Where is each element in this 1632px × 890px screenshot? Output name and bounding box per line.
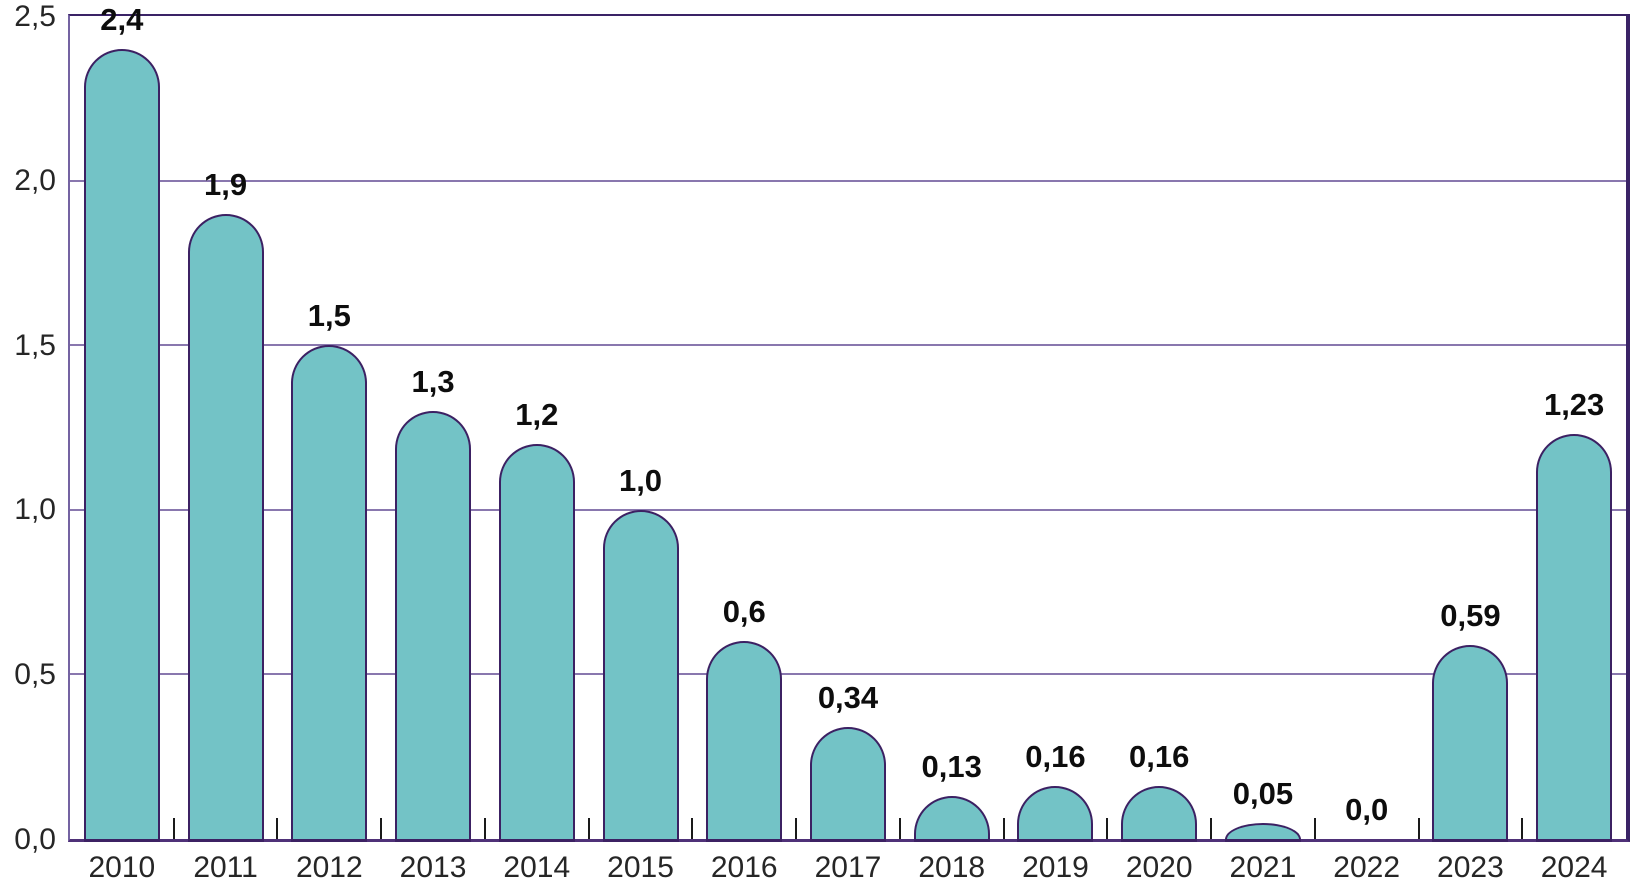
bar-value-label: 1,9 (204, 166, 248, 202)
x-axis-tick (276, 818, 279, 839)
x-axis-tick (1313, 818, 1316, 839)
bar-value-label: 1,3 (411, 364, 455, 400)
x-tick-label-2016: 2016 (710, 851, 778, 884)
y-tick-label: 0,5 (14, 657, 56, 691)
bar-value-label: 0,0 (1345, 792, 1389, 827)
bar-value-label: 2,4 (100, 1, 144, 37)
bar-2024 (1536, 434, 1613, 842)
y-tick-label: 1,5 (14, 328, 56, 362)
bar-value-label: 1,5 (307, 298, 351, 334)
x-axis-labels: 2010 2011 2012 2013 2014 2015 2016 2017 2018 2019… (70, 850, 1626, 886)
y-tick-label: 2,5 (14, 0, 56, 33)
gridline (70, 673, 1626, 676)
bar-2011 (187, 213, 264, 842)
x-axis-tick (172, 818, 175, 839)
x-axis-tick (898, 818, 901, 839)
x-tick-label-2017: 2017 (814, 851, 882, 884)
bar-2012 (291, 345, 368, 842)
bar-value-label: 0,16 (1025, 739, 1086, 775)
x-tick-label-2023: 2023 (1437, 851, 1504, 884)
y-tick-label: 2,0 (14, 164, 56, 198)
x-axis-tick (587, 818, 590, 839)
bar-value-label: 0,34 (817, 680, 879, 716)
bar-2018 (913, 796, 990, 842)
x-tick-label-2021: 2021 (1229, 851, 1297, 884)
x-axis-tick (691, 818, 694, 839)
bar-2016 (706, 641, 783, 842)
x-tick-label-2020: 2020 (1125, 851, 1193, 884)
x-tick-label-2015: 2015 (607, 851, 674, 884)
y-axis-labels: 0,0 0,5 1,0 1,5 2,0 2,5 (0, 1, 58, 855)
bar-value-label: 1,23 (1543, 387, 1605, 423)
bar-2010 (83, 48, 160, 842)
bar-2019 (1017, 786, 1094, 842)
bar-value-label: 1,2 (515, 396, 559, 432)
bar-2013 (395, 411, 472, 842)
bar-value-label: 0,59 (1440, 597, 1501, 633)
x-axis-tick (483, 818, 486, 839)
x-tick-label-2022: 2022 (1333, 851, 1401, 884)
bar-2017 (810, 727, 886, 842)
bar-2020 (1121, 786, 1198, 842)
gridline (70, 344, 1626, 347)
x-tick-label-2010: 2010 (88, 851, 156, 884)
x-axis-tick (1521, 818, 1524, 839)
x-axis-tick (1002, 818, 1005, 839)
plot-area: 2,4 1,9 1,5 1,3 1,2 1,0 0,6 0,34 0,13 0,16 0,16 0,0… (68, 4, 1630, 842)
x-tick-label-2014: 2014 (503, 851, 571, 884)
bar-value-label: 0,6 (722, 594, 766, 630)
x-axis-tick (1417, 818, 1420, 839)
bar-value-label: 0,13 (921, 749, 982, 785)
x-axis-tick (380, 818, 383, 839)
bar-2023 (1432, 644, 1509, 842)
gridline (70, 179, 1626, 182)
x-tick-label-2013: 2013 (399, 851, 467, 884)
bar-2014 (498, 443, 575, 842)
bar-value-label: 0,16 (1129, 739, 1190, 775)
x-tick-label-2019: 2019 (1022, 851, 1089, 884)
bar-value-label: 1,0 (618, 462, 663, 498)
x-axis-tick (795, 818, 798, 839)
y-tick-label: 0,0 (14, 822, 56, 856)
bar-2015 (602, 509, 679, 842)
x-tick-label-2011: 2011 (193, 851, 258, 884)
x-axis-tick (1210, 818, 1213, 839)
bar-value-label: 0,05 (1232, 775, 1294, 811)
x-tick-label-2018: 2018 (918, 851, 986, 884)
x-axis-tick (1106, 818, 1109, 839)
bar-2021 (1224, 822, 1301, 842)
gridline (70, 508, 1626, 511)
y-tick-label: 1,0 (14, 493, 56, 527)
x-tick-label-2012: 2012 (295, 851, 363, 884)
x-tick-label-2024: 2024 (1540, 851, 1608, 884)
